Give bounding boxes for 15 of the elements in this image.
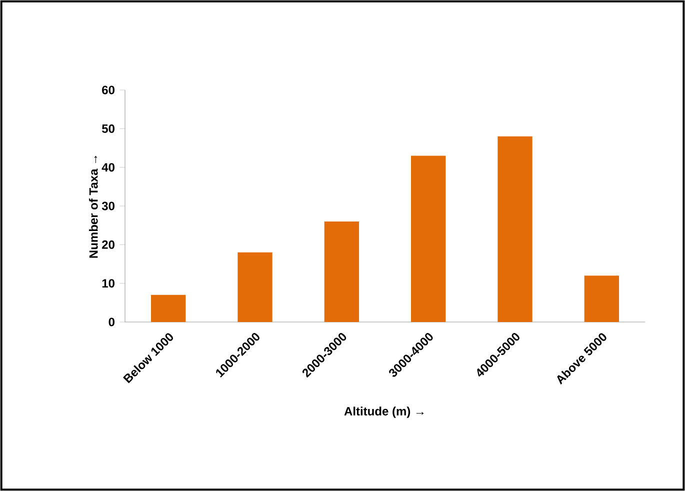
- x-axis-title: Altitude (m) →: [344, 406, 424, 418]
- y-tick-label: 50: [102, 124, 114, 133]
- bar: [498, 136, 532, 322]
- bar: [151, 294, 186, 322]
- y-tick-label: 60: [102, 86, 114, 94]
- y-tick-label: 10: [102, 279, 114, 288]
- bar: [324, 221, 360, 322]
- bar: [238, 252, 272, 322]
- y-tick-label: 0: [108, 318, 114, 326]
- bar: [411, 156, 446, 322]
- y-tick-label: 20: [102, 240, 114, 249]
- y-tick-label: 30: [102, 202, 114, 210]
- y-axis-title: Number of Taxa →: [88, 156, 98, 258]
- y-tick-label: 40: [102, 163, 114, 172]
- bar: [584, 276, 619, 322]
